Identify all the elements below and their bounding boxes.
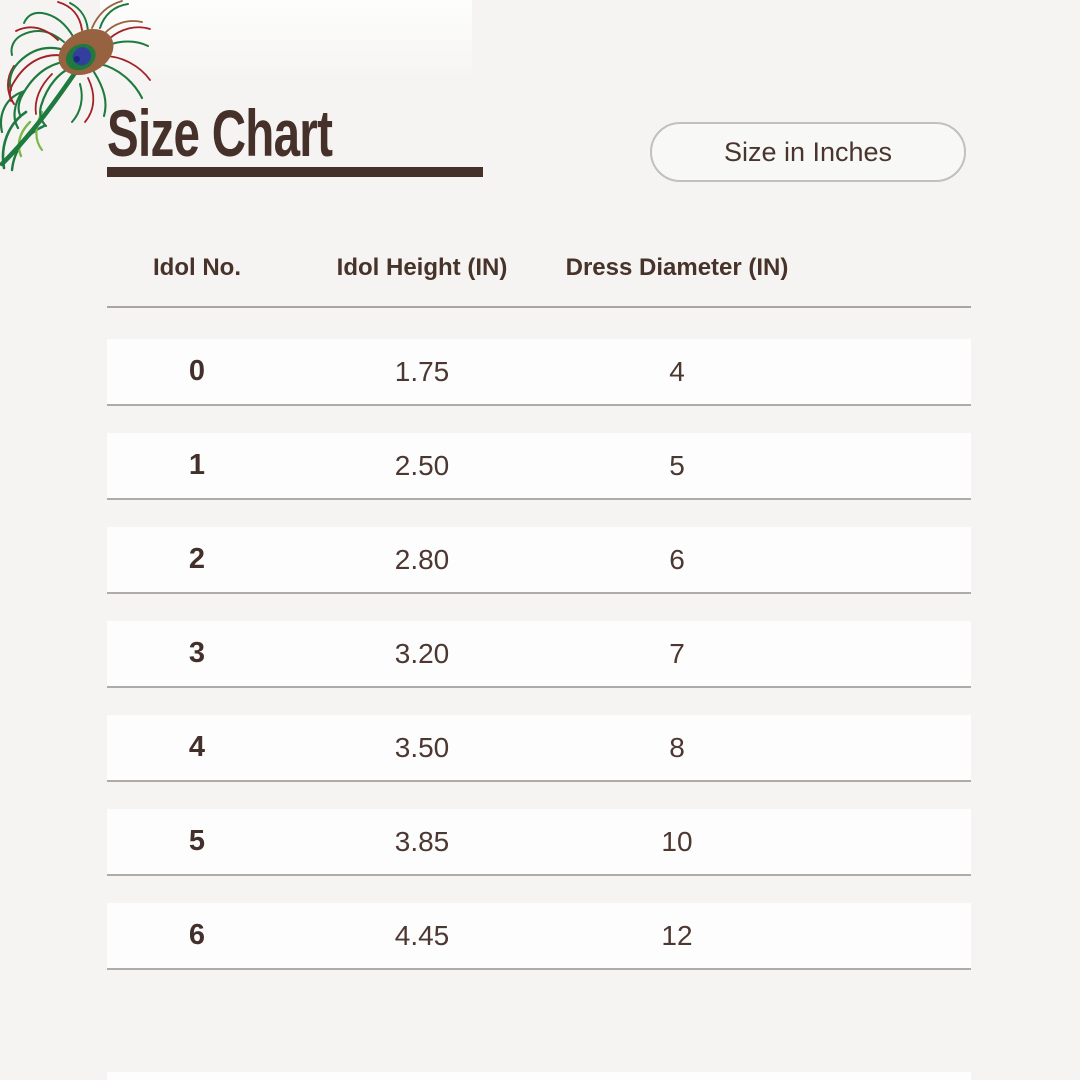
cell-idol-no: 6 [188, 919, 206, 951]
cell-dress-diameter: 4 [669, 355, 685, 387]
title-underline [107, 167, 483, 177]
table-row: 5 3.85 10 [107, 809, 971, 876]
table-row: 3 3.20 7 [107, 621, 971, 688]
cell-idol-height: 4.45 [394, 919, 450, 951]
unit-badge[interactable]: Size in Inches [650, 122, 966, 182]
table-row: 0 1.75 4 [107, 339, 971, 406]
cell-idol-height: 2.50 [394, 449, 450, 481]
cell-dress-diameter: 10 [661, 825, 693, 857]
title-block: Size Chart [107, 96, 483, 177]
cell-dress-diameter: 12 [661, 919, 693, 951]
table-row: 6 4.45 12 [107, 903, 971, 970]
cell-idol-height: 1.75 [394, 355, 450, 387]
table-header: Idol No. Idol Height (IN) Dress Diameter… [107, 246, 971, 290]
column-header-dress-diameter: Dress Diameter (IN) [565, 254, 789, 281]
cell-dress-diameter: 8 [669, 731, 685, 763]
cell-dress-diameter: 6 [669, 543, 685, 575]
table-row: 4 3.50 8 [107, 715, 971, 782]
unit-badge-label: Size in Inches [723, 136, 893, 167]
cell-idol-no: 4 [188, 731, 206, 763]
page-title: Size Chart [107, 96, 333, 170]
table-row: 2 2.80 6 [107, 527, 971, 594]
cell-idol-height: 2.80 [394, 543, 450, 575]
cell-idol-height: 3.20 [394, 637, 450, 669]
cell-idol-no: 3 [188, 637, 206, 669]
peacock-feather-icon [0, 0, 151, 172]
table-row: 1 2.50 5 [107, 433, 971, 500]
cell-idol-no: 5 [188, 825, 206, 857]
cell-dress-diameter: 5 [669, 449, 685, 481]
size-table: 0 1.75 4 1 2.50 5 2 2.80 6 3 3.20 7 4 3.… [107, 339, 971, 997]
cell-idol-height: 3.85 [394, 825, 450, 857]
cell-dress-diameter: 7 [669, 637, 685, 669]
cell-idol-no: 2 [188, 543, 206, 575]
column-header-idol-height: Idol Height (IN) [336, 254, 508, 281]
partial-next-row [107, 1072, 971, 1080]
cell-idol-height: 3.50 [394, 731, 450, 763]
cell-idol-no: 0 [188, 355, 206, 387]
cell-idol-no: 1 [188, 449, 206, 481]
column-header-idol-no: Idol No. [153, 254, 241, 281]
header-divider [107, 306, 971, 308]
